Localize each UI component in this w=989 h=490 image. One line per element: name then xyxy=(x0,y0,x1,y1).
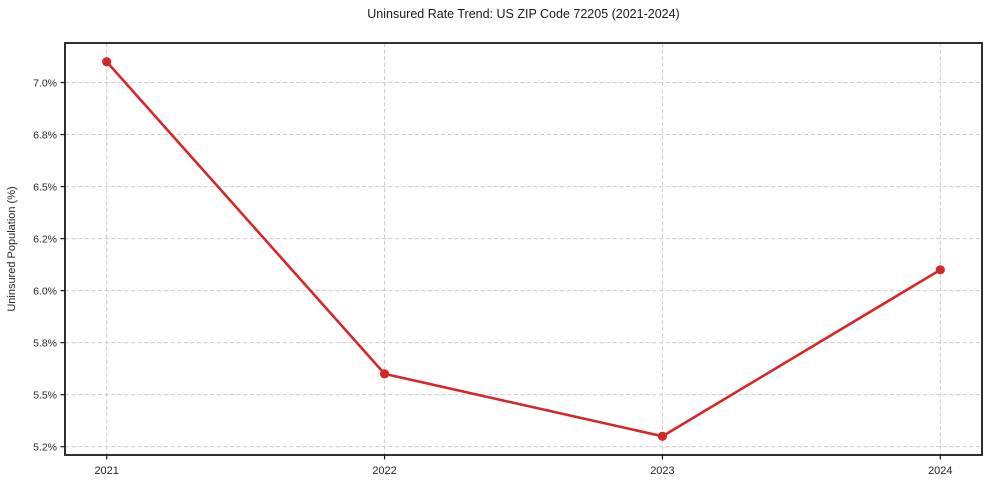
trend-line xyxy=(105,60,942,438)
x-tick-label: 2022 xyxy=(372,465,396,477)
y-tick-label: 5.5% xyxy=(33,389,57,401)
y-tick-label: 6.8% xyxy=(33,129,57,141)
y-tick-label: 5.2% xyxy=(33,441,57,453)
x-tick-label: 2024 xyxy=(928,465,952,477)
data-point-2022 xyxy=(379,369,390,379)
y-tick-label: 6.2% xyxy=(33,233,57,245)
x-tick-label: 2023 xyxy=(650,465,674,477)
data-point-2024 xyxy=(935,265,945,275)
y-tick-label: 6.5% xyxy=(33,181,57,193)
data-point-2023 xyxy=(657,431,668,441)
y-tick-label: 7.0% xyxy=(33,77,57,89)
y-axis-label: Uninsured Population (%) xyxy=(6,186,18,312)
data-point-2021 xyxy=(102,57,112,67)
y-tick-label: 6.0% xyxy=(33,285,57,297)
y-tick-label: 5.8% xyxy=(33,337,57,349)
x-tick-label: 2021 xyxy=(94,465,118,477)
axes-frame xyxy=(64,42,983,456)
chart-title: Uninsured Rate Trend: US ZIP Code 72205 … xyxy=(367,7,680,21)
